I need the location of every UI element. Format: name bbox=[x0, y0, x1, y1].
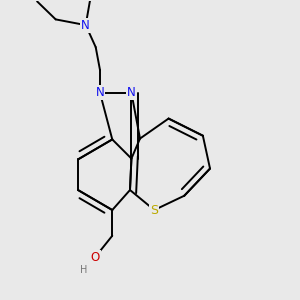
Text: N: N bbox=[81, 19, 90, 32]
Text: H: H bbox=[80, 265, 87, 275]
Text: N: N bbox=[96, 86, 104, 99]
Text: O: O bbox=[91, 251, 100, 264]
Text: N: N bbox=[127, 86, 136, 99]
Text: S: S bbox=[150, 203, 158, 217]
